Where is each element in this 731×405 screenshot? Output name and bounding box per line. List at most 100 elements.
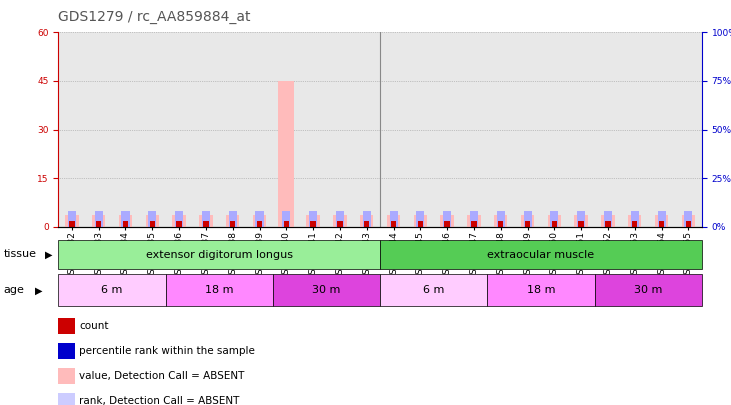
Text: 30 m: 30 m xyxy=(634,285,662,295)
Bar xyxy=(226,215,240,227)
Bar xyxy=(686,221,691,227)
Text: extensor digitorum longus: extensor digitorum longus xyxy=(145,250,293,260)
Bar xyxy=(364,221,369,227)
Bar xyxy=(202,211,210,227)
Bar xyxy=(229,211,237,227)
Text: age: age xyxy=(4,286,25,295)
Bar xyxy=(498,221,504,227)
Bar xyxy=(552,221,557,227)
Text: count: count xyxy=(79,321,109,331)
Bar xyxy=(199,215,213,227)
Bar xyxy=(257,221,262,227)
Bar xyxy=(118,215,132,227)
Text: tissue: tissue xyxy=(4,249,37,259)
Text: 30 m: 30 m xyxy=(312,285,341,295)
Text: value, Detection Call = ABSENT: value, Detection Call = ABSENT xyxy=(79,371,244,381)
Text: 6 m: 6 m xyxy=(423,285,444,295)
Bar xyxy=(390,211,398,227)
Bar xyxy=(575,215,588,227)
Bar xyxy=(391,221,396,227)
Bar xyxy=(380,240,702,269)
Bar xyxy=(306,215,319,227)
Bar xyxy=(336,211,344,227)
Bar xyxy=(417,221,423,227)
Bar xyxy=(123,221,128,227)
Bar xyxy=(96,221,102,227)
Bar xyxy=(150,221,155,227)
Bar xyxy=(92,215,105,227)
Bar xyxy=(444,221,450,227)
Bar xyxy=(548,215,561,227)
Bar xyxy=(282,211,290,227)
Bar xyxy=(520,215,534,227)
Bar xyxy=(309,211,317,227)
Bar xyxy=(631,211,639,227)
Text: rank, Detection Call = ABSENT: rank, Detection Call = ABSENT xyxy=(79,396,240,405)
Bar xyxy=(628,215,641,227)
Bar xyxy=(658,211,666,227)
Bar xyxy=(145,215,159,227)
Bar xyxy=(58,392,75,405)
Bar xyxy=(256,211,263,227)
Bar xyxy=(471,221,477,227)
Bar xyxy=(550,211,558,227)
Bar xyxy=(58,368,75,384)
Bar xyxy=(363,211,371,227)
Text: 18 m: 18 m xyxy=(205,285,233,295)
Bar xyxy=(416,211,424,227)
Bar xyxy=(523,211,531,227)
Bar xyxy=(380,274,488,306)
Text: 6 m: 6 m xyxy=(102,285,123,295)
Bar xyxy=(279,215,293,227)
Bar xyxy=(659,221,664,227)
Bar xyxy=(69,221,75,227)
Bar xyxy=(58,274,166,306)
Bar xyxy=(337,221,343,227)
Text: extraocular muscle: extraocular muscle xyxy=(488,250,594,260)
Text: percentile rank within the sample: percentile rank within the sample xyxy=(79,345,255,356)
Bar xyxy=(488,274,594,306)
Bar xyxy=(467,215,480,227)
Bar xyxy=(279,81,295,227)
Bar xyxy=(166,274,273,306)
Bar xyxy=(273,274,380,306)
Bar xyxy=(230,221,235,227)
Bar xyxy=(605,221,610,227)
Text: 18 m: 18 m xyxy=(527,285,555,295)
Bar xyxy=(176,221,182,227)
Bar xyxy=(68,211,76,227)
Bar xyxy=(496,211,504,227)
Bar xyxy=(58,343,75,359)
Bar xyxy=(525,221,530,227)
Text: ▶: ▶ xyxy=(45,249,52,259)
Bar xyxy=(684,211,692,227)
Bar xyxy=(175,211,183,227)
Bar xyxy=(121,211,129,227)
Bar xyxy=(494,215,507,227)
Bar xyxy=(655,215,668,227)
Bar xyxy=(58,318,75,334)
Bar xyxy=(65,215,79,227)
Bar xyxy=(284,221,289,227)
Text: ▶: ▶ xyxy=(35,286,42,295)
Text: GDS1279 / rc_AA859884_at: GDS1279 / rc_AA859884_at xyxy=(58,10,251,24)
Bar xyxy=(253,215,266,227)
Bar xyxy=(594,274,702,306)
Bar xyxy=(601,215,615,227)
Bar xyxy=(333,215,346,227)
Bar xyxy=(95,211,102,227)
Bar xyxy=(173,215,186,227)
Bar xyxy=(360,215,374,227)
Bar xyxy=(632,221,637,227)
Bar xyxy=(58,240,380,269)
Bar xyxy=(443,211,451,227)
Bar xyxy=(414,215,427,227)
Bar xyxy=(387,215,401,227)
Bar xyxy=(578,221,584,227)
Bar xyxy=(311,221,316,227)
Bar xyxy=(681,215,695,227)
Bar xyxy=(577,211,586,227)
Bar xyxy=(440,215,454,227)
Bar xyxy=(203,221,208,227)
Bar xyxy=(148,211,156,227)
